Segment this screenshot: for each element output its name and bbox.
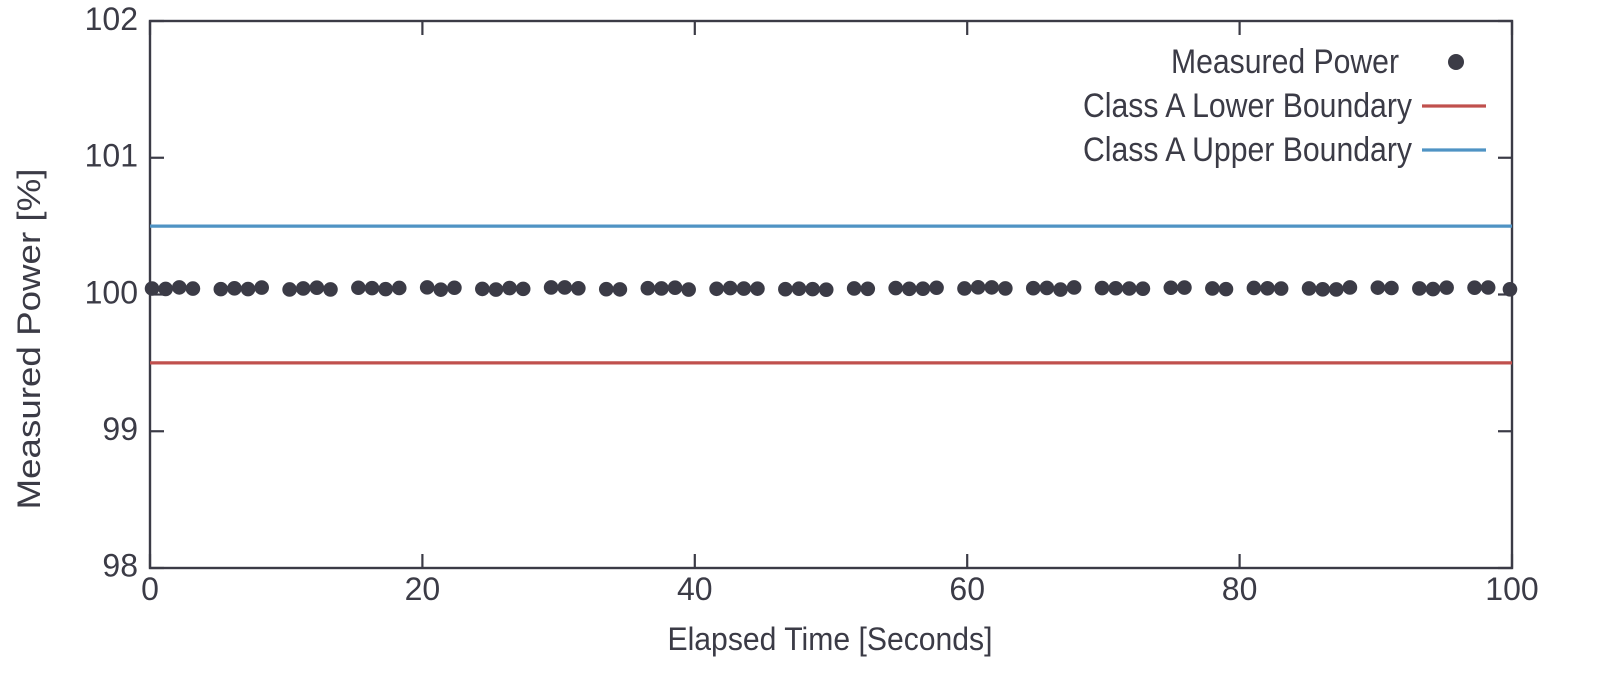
svg-text:Measured Power: Measured Power (1171, 43, 1399, 81)
svg-text:60: 60 (949, 571, 985, 607)
svg-text:100: 100 (1485, 571, 1538, 607)
svg-text:100: 100 (85, 275, 138, 311)
svg-text:40: 40 (677, 571, 713, 607)
svg-text:Measured Power [%]: Measured Power [%] (11, 169, 47, 510)
svg-text:80: 80 (1222, 571, 1258, 607)
svg-text:0: 0 (141, 571, 159, 607)
svg-text:Class A Upper Boundary: Class A Upper Boundary (1083, 131, 1412, 169)
svg-text:101: 101 (85, 138, 138, 174)
svg-text:99: 99 (102, 411, 138, 447)
svg-text:98: 98 (102, 548, 138, 584)
svg-text:Elapsed Time [Seconds]: Elapsed Time [Seconds] (668, 621, 993, 657)
svg-text:Class A Lower Boundary: Class A Lower Boundary (1083, 87, 1412, 125)
svg-text:20: 20 (405, 571, 441, 607)
svg-text:102: 102 (85, 1, 138, 37)
